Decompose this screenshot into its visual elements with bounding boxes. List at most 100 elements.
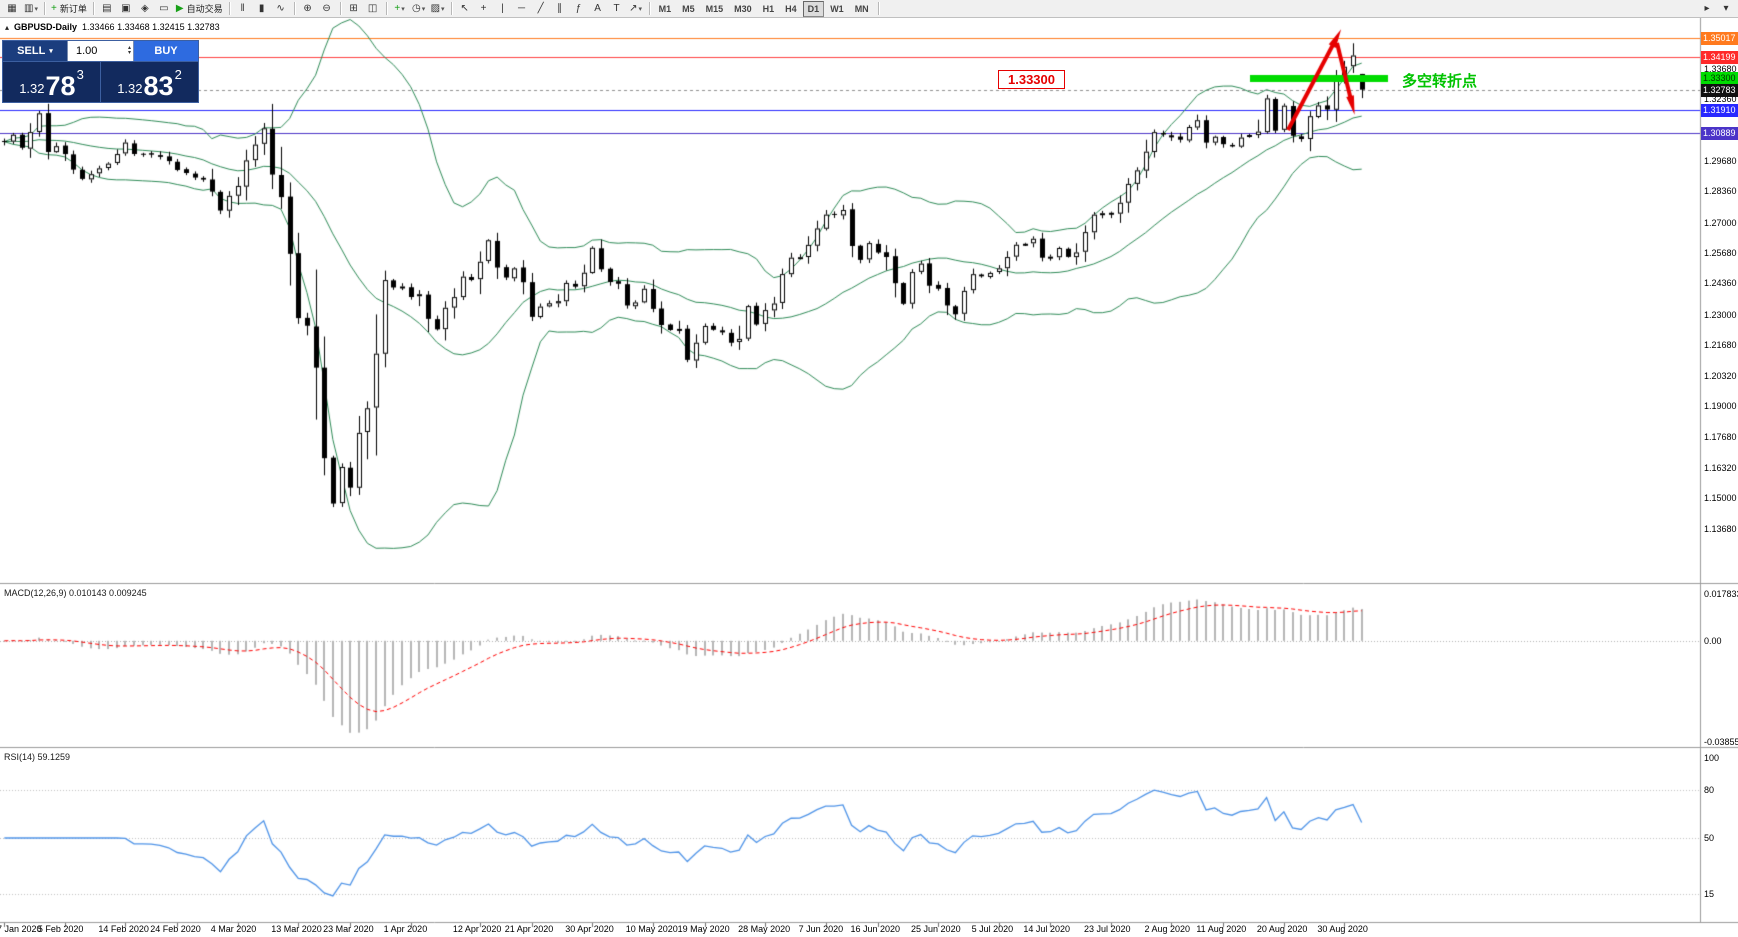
zoom-out-icon[interactable]: ⊖	[318, 1, 336, 17]
main-toolbar: ▦ ▥ ▾ + 新订单 ▤ ▣ ◈ ▭ ▶ 自动交易 ‖ ▮ ∿ ⊕ ⊖ ⊞ ◫ + ▾ ◷ ▾ ▨ ▾ ↖ + | ─ ╱ ∥ ƒ A T ↗ ▾…	[0, 0, 1738, 18]
market-watch-icon: ▤	[102, 2, 112, 14]
collapse-panel-icon[interactable]: ▴	[5, 22, 10, 32]
new-order-button[interactable]: + 新订单	[49, 1, 89, 17]
price-level-badge: 1.34199	[1701, 51, 1738, 65]
bar-chart-icon[interactable]: ‖	[234, 1, 252, 17]
volume-input[interactable]: 1.00 ▴ ▾	[67, 41, 134, 61]
price-level-badge: 1.30889	[1701, 127, 1738, 141]
price-axis-label: 1.21680	[1704, 339, 1737, 350]
timeframe-m1-button[interactable]: M1	[658, 3, 672, 14]
timeframe-m15-button[interactable]: M15	[705, 3, 724, 14]
timeframe-w1-button[interactable]: W1	[830, 3, 844, 14]
terminal-icon[interactable]: ▭	[155, 1, 173, 17]
zoom-out-icon: ⊖	[322, 2, 331, 14]
label-icon: T	[613, 2, 620, 14]
toolbar-separator	[877, 2, 879, 15]
timeframe-mn-button[interactable]: MN	[854, 3, 869, 14]
indicators-icon[interactable]: + ▾	[391, 1, 409, 17]
price-level-badge: 1.31910	[1701, 103, 1738, 117]
macd-axis-label: 0.00	[1704, 635, 1722, 646]
price-annotation-box[interactable]: 1.33300	[998, 70, 1065, 89]
horizontal-line-icon: ─	[518, 2, 526, 14]
text-icon[interactable]: A	[589, 1, 607, 17]
fibonacci-icon[interactable]: ƒ	[570, 1, 588, 17]
price-axis-label: 1.25680	[1704, 247, 1737, 258]
price-axis-label: 1.13680	[1704, 523, 1737, 534]
text-icon: A	[594, 2, 601, 14]
buy-price[interactable]: 1.32 83 2	[101, 62, 198, 102]
price-level-badge: 1.33300	[1701, 71, 1738, 85]
new-chart-icon: ▦	[7, 2, 17, 14]
toolbar-separator	[450, 2, 452, 15]
auto-trading-icon: ▶	[175, 2, 184, 14]
tile-windows-icon[interactable]: ⊞	[345, 1, 363, 17]
navigator-icon: ◈	[141, 2, 149, 14]
toolbar-options-icon: ▾	[1723, 2, 1729, 14]
price-axis-label: 1.32360	[1704, 94, 1737, 105]
templates-icon: ▨	[430, 2, 441, 14]
arrange-windows-icon[interactable]: ◫	[364, 1, 382, 17]
timeframe-h4-button[interactable]: H4	[785, 3, 797, 14]
periods-icon: ◷	[411, 2, 421, 14]
price-axis-label: 1.24360	[1704, 278, 1737, 289]
price-axis-label: 1.16320	[1704, 463, 1737, 474]
sell-price[interactable]: 1.32 78 3	[3, 62, 101, 102]
periods-icon[interactable]: ◷ ▾	[410, 1, 428, 17]
buy-button[interactable]: BUY	[134, 41, 198, 61]
arrows-icon[interactable]: ↗ ▾	[627, 1, 645, 17]
zoom-in-icon[interactable]: ⊕	[299, 1, 317, 17]
volume-up-icon[interactable]: ▴	[127, 45, 131, 51]
price-axis-label: 1.27000	[1704, 217, 1737, 228]
sell-button[interactable]: SELL ▾	[3, 41, 67, 61]
dropdown-arrow-icon: ▾	[638, 5, 643, 13]
data-window-icon[interactable]: ▣	[117, 1, 135, 17]
arrows-icon: ↗	[629, 2, 638, 14]
crosshair-icon[interactable]: +	[475, 1, 493, 17]
profiles-icon[interactable]: ▥ ▾	[22, 1, 40, 17]
buy-price-point: 2	[174, 67, 182, 82]
price-axis-label: 1.23000	[1704, 309, 1737, 320]
vertical-line-icon: |	[501, 2, 504, 14]
market-watch-icon[interactable]: ▤	[98, 1, 116, 17]
timeframe-d1-button[interactable]: D1	[802, 0, 825, 17]
price-axis-label: 1.29680	[1704, 155, 1737, 166]
channel-icon[interactable]: ∥	[551, 1, 569, 17]
price-chart-canvas[interactable]	[0, 18, 1738, 937]
auto-trading-button[interactable]: ▶ 自动交易	[174, 1, 225, 17]
timeframe-m30-button[interactable]: M30	[734, 3, 752, 14]
navigator-icon[interactable]: ◈	[136, 1, 154, 17]
timeframe-m5-button[interactable]: M5	[682, 3, 695, 14]
turning-point-label[interactable]: 多空转折点	[1402, 73, 1478, 90]
toolbar-separator	[293, 2, 295, 15]
ohlc-values: 1.33466 1.33468 1.32415 1.32783	[82, 22, 220, 32]
label-icon[interactable]: T	[608, 1, 626, 17]
price-level-badge: 1.32783	[1701, 83, 1738, 97]
tile-windows-icon: ⊞	[349, 2, 358, 14]
crosshair-icon: +	[480, 2, 487, 14]
volume-value: 1.00	[76, 45, 98, 57]
horizontal-line-icon[interactable]: ─	[513, 1, 531, 17]
scroll-toolbar-icon[interactable]: ▸	[1698, 1, 1716, 17]
templates-icon[interactable]: ▨ ▾	[429, 1, 447, 17]
sell-price-point: 3	[76, 67, 84, 82]
trendline-icon[interactable]: ╱	[532, 1, 550, 17]
sell-dropdown-icon[interactable]: ▾	[49, 48, 53, 55]
new-chart-icon[interactable]: ▦	[3, 1, 21, 17]
symbol-period-label: GBPUSD-Daily	[14, 22, 78, 32]
price-axis-label: 1.19000	[1704, 401, 1737, 412]
cursor-icon[interactable]: ↖	[456, 1, 474, 17]
timeframe-h1-button[interactable]: H1	[762, 3, 775, 14]
candlestick-chart-icon[interactable]: ▮	[253, 1, 271, 17]
toolbar-options-icon[interactable]: ▾	[1717, 1, 1735, 17]
trendline-icon: ╱	[537, 2, 544, 14]
new-order-icon: +	[51, 2, 57, 14]
vertical-line-icon[interactable]: |	[494, 1, 512, 17]
line-chart-icon: ∿	[276, 2, 285, 14]
volume-down-icon[interactable]: ▾	[127, 50, 131, 56]
dropdown-arrow-icon: ▾	[441, 5, 445, 13]
toolbar-separator	[228, 2, 230, 15]
auto-trading-button-label: 自动交易	[186, 4, 223, 14]
line-chart-icon[interactable]: ∿	[272, 1, 290, 17]
dropdown-arrow-icon: ▾	[421, 5, 426, 13]
dropdown-arrow-icon: ▾	[401, 5, 405, 13]
